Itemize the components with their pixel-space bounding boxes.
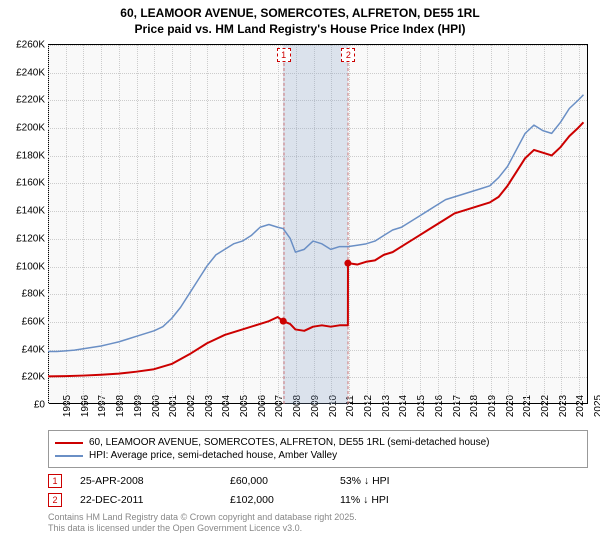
y-tick-label: £60K — [22, 316, 45, 327]
y-tick-label: £20K — [22, 372, 45, 383]
y-tick-label: £0 — [34, 400, 45, 411]
y-tick-label: £240K — [16, 67, 45, 78]
sale-point-marker — [280, 318, 287, 325]
y-tick-label: £260K — [16, 40, 45, 51]
legend-swatch — [55, 442, 83, 444]
y-tick-label: £200K — [16, 123, 45, 134]
chart-plot-area: £0£20K£40K£60K£80K£100K£120K£140K£160K£1… — [48, 44, 588, 404]
y-tick-label: £140K — [16, 206, 45, 217]
data-point-pct: 53% ↓ HPI — [340, 475, 588, 487]
legend-label: HPI: Average price, semi-detached house,… — [89, 450, 337, 461]
title-line-2: Price paid vs. HM Land Registry's House … — [0, 22, 600, 38]
chart-svg — [48, 45, 587, 404]
series-line-hpi — [48, 95, 583, 352]
attribution-line-1: Contains HM Land Registry data © Crown c… — [48, 512, 588, 523]
legend-row: HPI: Average price, semi-detached house,… — [55, 450, 581, 461]
sale-point-marker — [344, 260, 351, 267]
data-point-pct: 11% ↓ HPI — [340, 494, 588, 506]
data-point-price: £60,000 — [230, 475, 340, 487]
attribution-block: Contains HM Land Registry data © Crown c… — [48, 512, 588, 535]
y-tick-label: £120K — [16, 233, 45, 244]
data-point-marker: 2 — [48, 493, 62, 507]
data-point-price: £102,000 — [230, 494, 340, 506]
attribution-line-2: This data is licensed under the Open Gov… — [48, 523, 588, 534]
legend-row: 60, LEAMOOR AVENUE, SOMERCOTES, ALFRETON… — [55, 437, 581, 448]
data-point-marker: 1 — [48, 474, 62, 488]
data-points-table: 1 25-APR-2008£60,00053% ↓ HPI 2 22-DEC-2011… — [48, 474, 588, 507]
data-point-date: 25-APR-2008 — [80, 475, 230, 487]
y-tick-label: £160K — [16, 178, 45, 189]
y-tick-label: £40K — [22, 344, 45, 355]
y-tick-label: £220K — [16, 95, 45, 106]
title-line-1: 60, LEAMOOR AVENUE, SOMERCOTES, ALFRETON… — [0, 6, 600, 22]
chart-footer: 60, LEAMOOR AVENUE, SOMERCOTES, ALFRETON… — [48, 430, 588, 535]
chart-title-block: 60, LEAMOOR AVENUE, SOMERCOTES, ALFRETON… — [0, 0, 600, 37]
y-tick-label: £80K — [22, 289, 45, 300]
legend-label: 60, LEAMOOR AVENUE, SOMERCOTES, ALFRETON… — [89, 437, 490, 448]
y-tick-label: £100K — [16, 261, 45, 272]
data-point-row: 2 22-DEC-2011£102,00011% ↓ HPI — [48, 493, 588, 507]
legend-box: 60, LEAMOOR AVENUE, SOMERCOTES, ALFRETON… — [48, 430, 588, 468]
data-point-date: 22-DEC-2011 — [80, 494, 230, 506]
data-point-row: 1 25-APR-2008£60,00053% ↓ HPI — [48, 474, 588, 488]
legend-swatch — [55, 455, 83, 457]
y-tick-label: £180K — [16, 150, 45, 161]
